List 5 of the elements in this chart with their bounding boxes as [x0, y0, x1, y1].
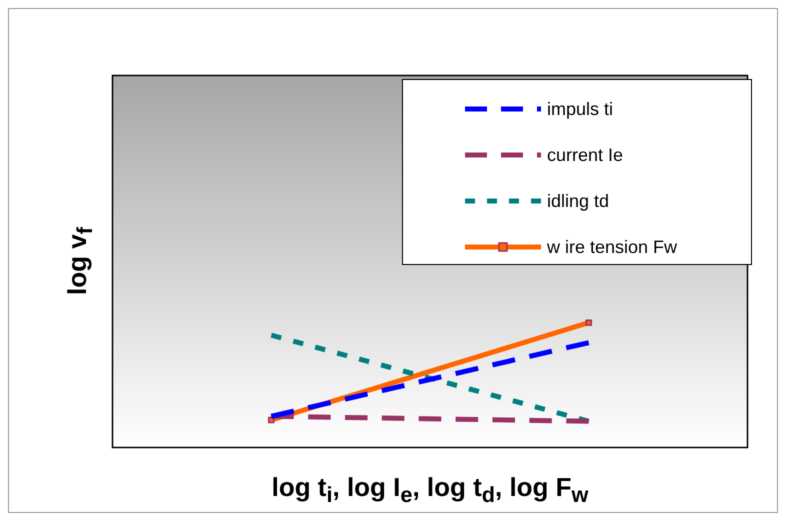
legend-label: w ire tension Fw	[547, 236, 678, 258]
legend-label: idling td	[547, 190, 610, 212]
legend-label: current Ie	[547, 144, 624, 166]
x-axis-title: log t$_{i}$, log I$_{e}$, log t$_{d}$, log F$_{w}$	[272, 472, 588, 508]
legend-label: impuls ti	[547, 98, 614, 120]
